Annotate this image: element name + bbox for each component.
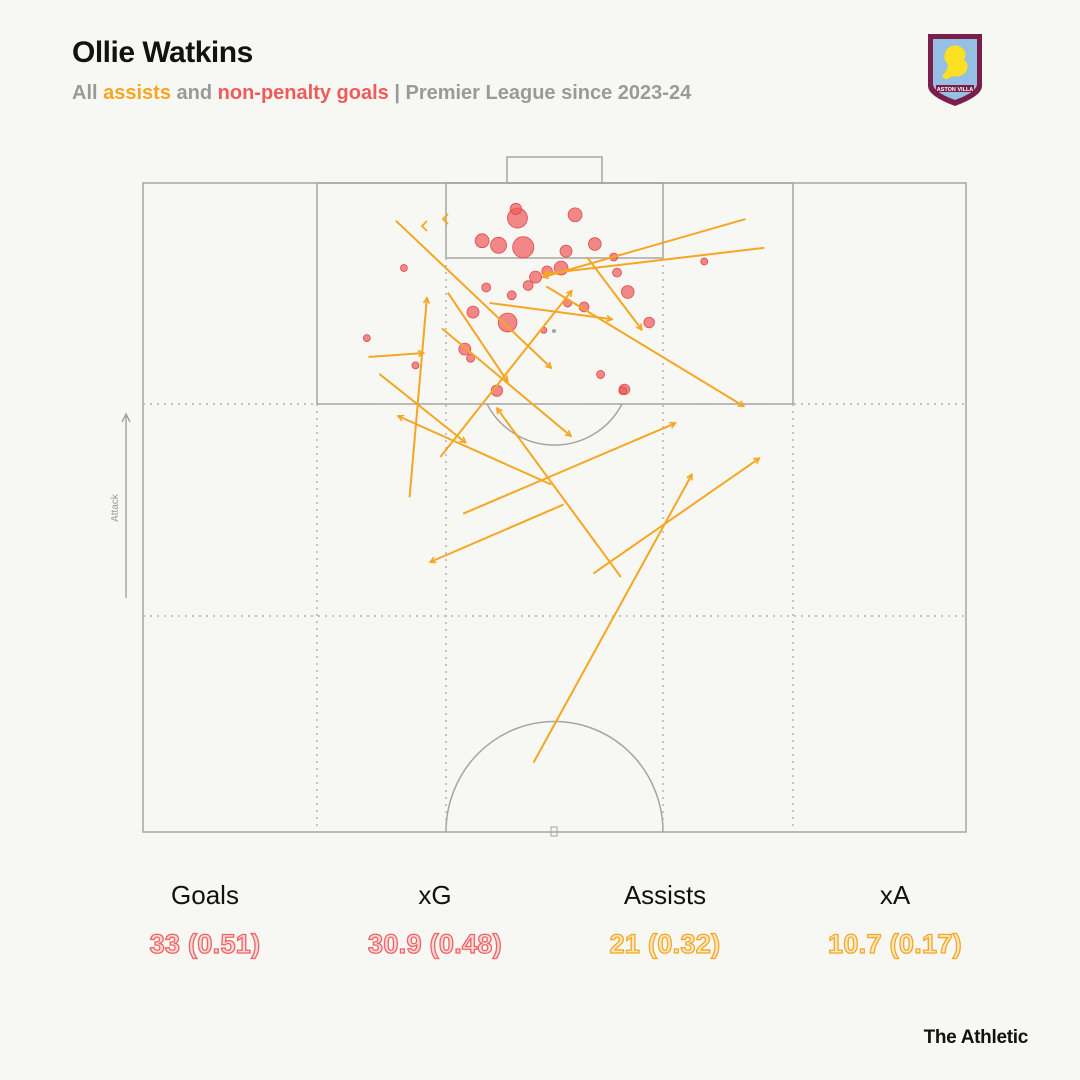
goal-shot-14 [481, 282, 492, 293]
crest-text: ASTON VILLA [937, 87, 974, 93]
stat-xg: xG 30.9 (0.48) [320, 880, 550, 960]
attack-direction: Attack [110, 412, 131, 598]
stat-xa-value: 10.7 (0.17) [827, 928, 962, 959]
stat-xa-label: xA [879, 880, 911, 910]
assist-pass-11 [379, 373, 467, 444]
goal [506, 156, 603, 184]
assist-pass-5 [441, 328, 572, 438]
goal-shot-21 [643, 316, 655, 329]
goal-shot-17 [612, 267, 622, 278]
chart-title: Ollie Watkins [72, 36, 253, 69]
assist-pass-13 [397, 416, 552, 486]
assist-pass-12 [439, 289, 573, 458]
goals-layer [362, 202, 709, 397]
assist-pass-15 [429, 503, 564, 562]
assist-pass-14 [462, 423, 677, 515]
stat-goals-value: 33 (0.51) [149, 928, 261, 959]
assist-pass-7 [586, 256, 643, 331]
center-spot [550, 826, 558, 837]
chart-subtitle: All assists and non-penalty goals | Prem… [72, 82, 691, 105]
goal-shot-20 [497, 312, 518, 333]
attack-arrowhead [121, 412, 131, 423]
goal-shot-27 [700, 257, 709, 266]
goal-shot-12 [529, 270, 542, 284]
stat-xg-value: 30.9 (0.48) [367, 928, 502, 959]
goal-shot-18 [621, 285, 635, 299]
assist-pass-10 [408, 296, 427, 498]
pitch-chart: Attack [110, 156, 967, 837]
goal-shot-15 [506, 290, 517, 301]
assist-short-1 [420, 220, 428, 232]
subtitle-suffix: | Premier League since 2023-24 [388, 82, 692, 104]
assist-short-2 [441, 213, 449, 225]
goal-shot-8 [559, 244, 573, 258]
assist-pass-2 [542, 246, 765, 274]
goal-shot-5 [474, 233, 490, 249]
goal-shot-3 [509, 202, 522, 216]
assist-pass-17 [593, 457, 761, 575]
goal-shot-13 [522, 280, 534, 291]
subtitle-prefix: All [72, 82, 104, 104]
stat-assists-value: 21 (0.32) [609, 928, 721, 959]
goal-shot-33 [618, 386, 628, 396]
brand-logo: The Athletic [923, 1027, 1029, 1048]
goal-shot-24 [596, 370, 605, 379]
assist-pass-3 [395, 220, 553, 369]
assists-layer [368, 213, 765, 763]
stat-assists: Assists 21 (0.32) [550, 880, 780, 960]
stat-assists-label: Assists [623, 880, 707, 910]
zone-grid [143, 258, 966, 832]
stats-row: Goals 33 (0.51) xG 30.9 (0.48) Assists 2… [90, 880, 1010, 960]
aston-villa-crest-icon: ASTON VILLA [928, 34, 982, 106]
assist-pass-16 [495, 407, 622, 578]
assist-pass-18 [532, 473, 693, 763]
goal-shot-30 [411, 361, 420, 370]
penalty-arc [486, 403, 623, 446]
goal-shot-7 [588, 237, 602, 251]
assist-pass-9 [368, 353, 425, 358]
assist-pass-1 [541, 218, 746, 277]
subtitle-assists: assists [103, 82, 171, 104]
penalty-area [316, 182, 794, 405]
penalty-spot [552, 329, 556, 333]
goal-shot-28 [400, 264, 408, 272]
assist-pass-8 [546, 285, 745, 408]
goal-shot-29 [362, 334, 371, 342]
assist-pass-4 [447, 292, 509, 383]
attack-label: Attack [110, 493, 121, 522]
assist-pass-6 [489, 302, 614, 319]
goal-shot-2 [567, 207, 583, 223]
stat-goals-label: Goals [171, 880, 239, 910]
subtitle-goals: non-penalty goals [217, 82, 389, 104]
stat-goals: Goals 33 (0.51) [90, 880, 320, 960]
center-circle [445, 720, 664, 833]
goal-shot-19 [466, 305, 480, 319]
goal-shot-23 [466, 353, 475, 363]
subtitle-and: and [170, 82, 218, 104]
stat-xa: xA 10.7 (0.17) [780, 880, 1010, 960]
goal-shot-6 [490, 236, 507, 254]
stat-xg-label: xG [418, 880, 452, 910]
goal-shot-4 [512, 236, 535, 259]
pitch-markings [142, 156, 967, 837]
